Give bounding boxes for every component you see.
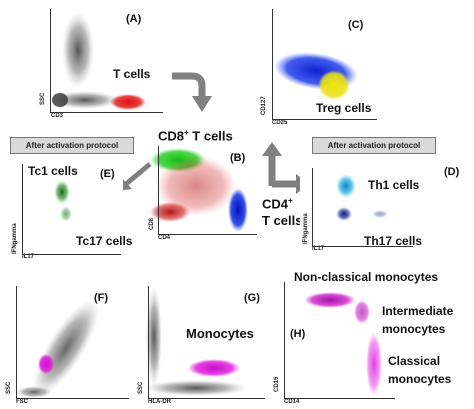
panel-e-tc17-label: Tc17 cells — [76, 234, 133, 248]
panel-d-th17-label: Th17 cells — [364, 234, 423, 248]
panel-e-tc17-cloud — [60, 206, 72, 222]
panel-b-cd4-gate — [228, 188, 248, 232]
panel-h: Non-classical monocytes Intermediate mon… — [270, 266, 472, 407]
panel-c-treg-gate — [318, 70, 350, 100]
panel-g-left-cloud — [146, 287, 162, 387]
panel-f-debris — [16, 386, 52, 398]
panel-a-tcells-label: T cells — [113, 67, 151, 81]
panel-b-scatter — [156, 156, 236, 216]
banner-left: After activation protocol — [10, 137, 134, 154]
panel-d-plot — [336, 174, 388, 221]
panel-a-xaxis: CD3 — [51, 113, 64, 119]
panel-h-letter: (H) — [290, 328, 306, 340]
panel-h-axes — [284, 282, 395, 399]
panel-d-yaxis: IFNgamma — [303, 213, 309, 244]
panel-b-cd8-label: CD8+ T cells — [158, 128, 233, 144]
panel-f: (F) FSC SSC — [4, 282, 130, 407]
panel-a-plot — [51, 12, 146, 110]
panel-h-yaxis: CD16 — [274, 376, 280, 392]
panel-c-plot — [274, 52, 358, 100]
panel-d-xaxis: IL17 — [312, 246, 325, 252]
panel-c-letter: (C) — [348, 19, 364, 31]
panel-g-monocyte-gate — [188, 359, 240, 377]
panel-b-cd4-label: CD4+ — [262, 196, 293, 212]
panel-d-th17-cloud — [336, 207, 352, 221]
panel-b-yaxis: CD8 — [149, 217, 155, 230]
panel-d-axes — [312, 168, 413, 247]
panel-b-xaxis: CD4 — [158, 235, 171, 241]
panel-a-letter: (A) — [126, 13, 142, 25]
panel-e-axes — [22, 164, 121, 255]
panel-d-th1-cloud — [336, 174, 356, 198]
panel-a-band — [51, 91, 119, 109]
panel-h-classical-label-2: monocytes — [388, 372, 452, 386]
panel-g-monocytes-label: Monocytes — [186, 326, 254, 341]
panel-b-letter: (B) — [230, 152, 246, 164]
panel-e-plot — [54, 180, 72, 222]
panel-h-nonclassical-cloud — [304, 292, 356, 308]
panel-c-axes — [272, 9, 377, 120]
panel-c-yaxis: CD127 — [261, 96, 267, 115]
panel-h-intermediate-label-1: Intermediate — [382, 304, 454, 318]
panel-g: (G) Monocytes HLA-DR SSC — [136, 282, 266, 407]
panel-h-xaxis: CD14 — [284, 399, 300, 405]
panel-b-axes — [158, 146, 257, 235]
panel-h-intermediate-label-2: monocytes — [382, 322, 446, 336]
panel-e-letter: (E) — [100, 168, 115, 180]
panel-e-yaxis: IFNgamma — [12, 223, 18, 254]
panel-e-tc1-cloud — [54, 180, 70, 204]
panel-b: CD8+ T cells (B) CD4 CD8 — [146, 126, 258, 244]
panel-g-plot — [144, 287, 248, 396]
panel-f-axes — [16, 286, 129, 399]
banner-right: After activation protocol — [312, 137, 436, 154]
panel-d-th1-label: Th1 cells — [368, 178, 420, 192]
panel-c-treg-label: Treg cells — [316, 101, 372, 115]
panel-g-yaxis: SSC — [138, 381, 144, 394]
panel-h-intermediate-cloud — [354, 300, 370, 324]
panel-a-axes — [50, 9, 163, 113]
panel-e: Tc1 cells (E) Tc17 cells IL17 IFNgamma — [8, 158, 132, 260]
panel-f-xaxis: FSC — [16, 399, 28, 405]
panel-e-xaxis: IL17 — [22, 254, 35, 260]
panel-e-tc1-label: Tc1 cells — [28, 164, 78, 178]
panel-d-sparse — [372, 210, 388, 218]
panel-a-cloud — [62, 12, 94, 88]
panel-g-xaxis: HLA-DR — [148, 399, 171, 405]
panel-h-plot — [304, 292, 382, 396]
panel-f-monocyte-gate — [38, 354, 54, 374]
panel-b-cd4-label-suffix: T cells — [262, 213, 303, 228]
panel-b-plot — [150, 148, 248, 232]
panel-a-tcell-gate — [110, 94, 146, 110]
panel-a-dense — [52, 93, 68, 107]
panel-d-letter: (D) — [444, 166, 460, 178]
panel-a: (A) T cells CD3 SSC — [40, 5, 165, 120]
panel-h-classical-label-1: Classical — [388, 354, 441, 368]
panel-f-letter: (F) — [94, 292, 109, 304]
panel-c: (C) Treg cells CD25 CD127 — [258, 5, 378, 130]
panel-g-bottom-band — [144, 380, 248, 396]
panel-d: (D) Th1 cells Th17 cells IL17 IFNgamma — [300, 164, 470, 254]
panel-g-letter: (G) — [244, 292, 260, 304]
panel-c-xaxis: CD25 — [272, 120, 288, 126]
panel-g-axes — [148, 286, 265, 399]
panel-f-plot — [16, 299, 100, 398]
panel-h-nonclassical-label: Non-classical monocytes — [294, 270, 439, 284]
panel-a-yaxis: SSC — [40, 92, 46, 105]
panel-h-classical-cloud — [366, 332, 382, 396]
arrow-a-to-b — [172, 72, 212, 112]
panel-b-dn-cloud — [150, 202, 190, 222]
panel-f-yaxis: SSC — [6, 381, 12, 394]
